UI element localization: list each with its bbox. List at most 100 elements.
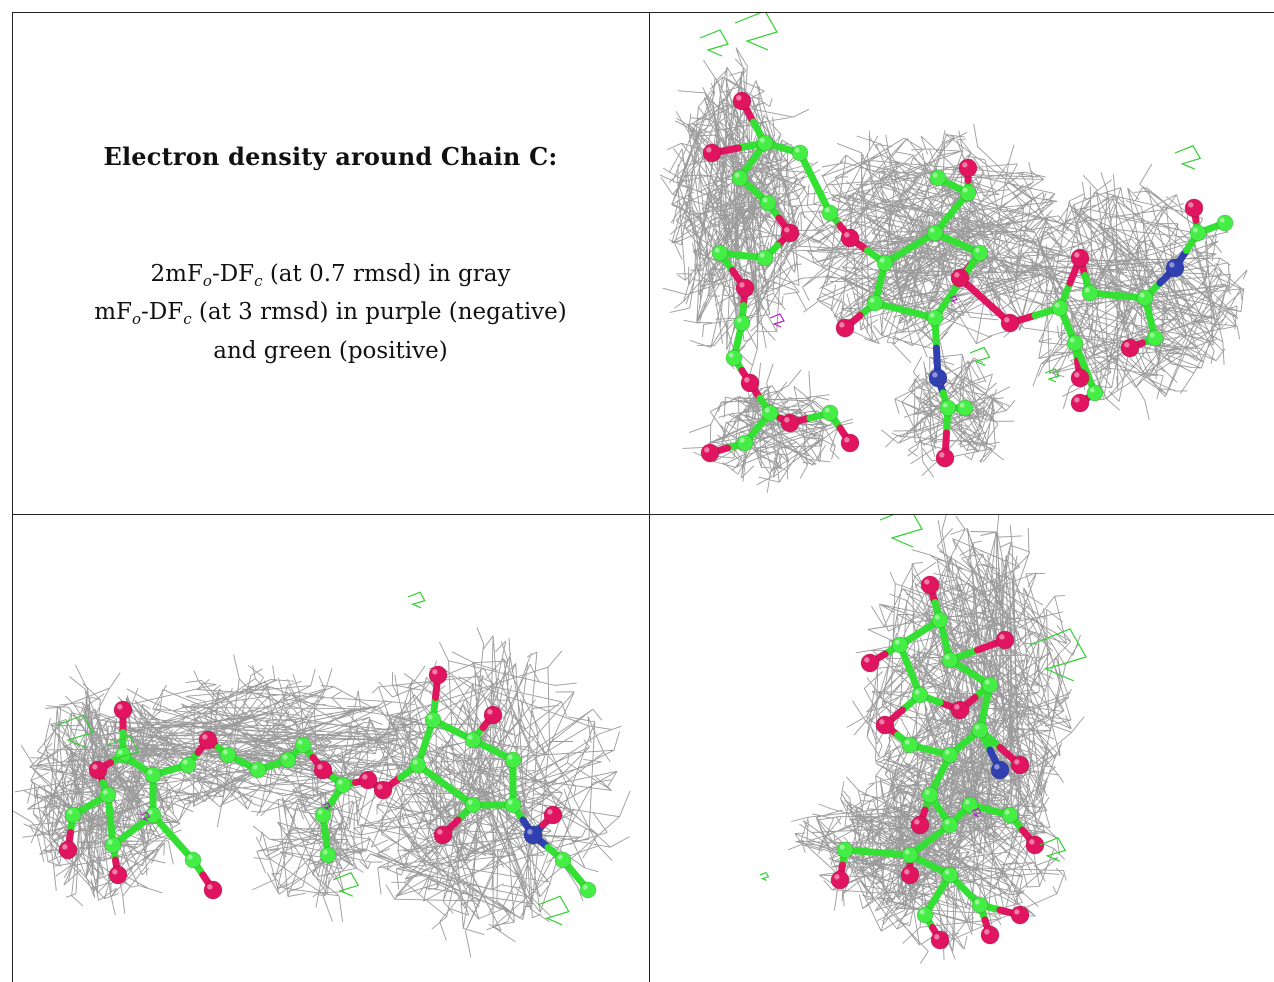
atom-highlight bbox=[92, 764, 98, 770]
carbon-atom bbox=[1146, 329, 1164, 347]
oxygen-atom bbox=[1070, 248, 1090, 268]
carbon-atom bbox=[971, 721, 989, 739]
carbon-atom bbox=[941, 651, 959, 669]
atom-highlight bbox=[794, 147, 800, 153]
carbon-atom bbox=[956, 399, 974, 417]
atom-highlight bbox=[999, 634, 1005, 640]
atom-highlight bbox=[904, 739, 910, 745]
atom-highlight bbox=[487, 709, 493, 715]
carbon-atom bbox=[279, 751, 297, 769]
atom-highlight bbox=[934, 614, 940, 620]
caption-title: Electron density around Chain C: bbox=[103, 142, 558, 171]
atom-highlight bbox=[1029, 839, 1035, 845]
oxygen-atom bbox=[958, 158, 978, 178]
atom-highlight bbox=[1089, 387, 1095, 393]
atom-highlight bbox=[582, 884, 588, 890]
atom-highlight bbox=[824, 407, 830, 413]
atom-highlight bbox=[527, 829, 533, 835]
carbon-atom bbox=[184, 851, 202, 869]
atom-highlight bbox=[759, 252, 765, 258]
oxygen-atom bbox=[950, 268, 970, 288]
carbon-atom bbox=[731, 169, 749, 187]
atom-highlight bbox=[739, 437, 745, 443]
atom-highlight bbox=[317, 809, 323, 815]
positive-density-peak bbox=[1039, 837, 1067, 862]
atom-highlight bbox=[919, 909, 925, 915]
atom-highlight bbox=[839, 322, 845, 328]
carbon-atom bbox=[981, 676, 999, 694]
atom-highlight bbox=[317, 764, 323, 770]
carbon-atom bbox=[725, 349, 743, 367]
carbon-atom bbox=[941, 866, 959, 884]
atom-highlight bbox=[1069, 337, 1075, 343]
atom-highlight bbox=[282, 754, 288, 760]
atom-highlight bbox=[704, 447, 710, 453]
atom-highlight bbox=[734, 172, 740, 178]
oxygen-atom bbox=[1120, 338, 1140, 358]
caption-line2-mid: -DF bbox=[141, 299, 184, 325]
atom-highlight bbox=[1188, 202, 1194, 208]
atom-highlight bbox=[1054, 302, 1060, 308]
carbon-atom bbox=[756, 249, 774, 267]
oxygen-atom bbox=[1000, 313, 1020, 333]
oxygen-atom bbox=[732, 91, 752, 111]
carbon-atom bbox=[144, 806, 162, 824]
atom-highlight bbox=[297, 739, 303, 745]
carbon-atom bbox=[761, 404, 779, 422]
atom-highlight bbox=[1149, 332, 1155, 338]
oxygen-atom bbox=[1025, 835, 1045, 855]
atom-highlight bbox=[1219, 217, 1225, 223]
carbon-atom bbox=[1066, 334, 1084, 352]
atom-highlight bbox=[964, 799, 970, 805]
carbon-atom bbox=[1081, 284, 1099, 302]
positive-density-peak bbox=[879, 515, 923, 548]
oxygen-atom bbox=[1010, 905, 1030, 925]
caption-line1-mid: -DF bbox=[211, 261, 255, 287]
atom-highlight bbox=[764, 407, 770, 413]
carbon-atom bbox=[219, 746, 237, 764]
atom-highlight bbox=[954, 704, 960, 710]
atom-highlight bbox=[932, 172, 938, 178]
atom-highlight bbox=[222, 749, 228, 755]
molecule-view-bottom-left bbox=[13, 515, 649, 982]
atom-highlight bbox=[962, 187, 968, 193]
atom-highlight bbox=[1169, 262, 1175, 268]
atom-highlight bbox=[62, 844, 68, 850]
atom-highlight bbox=[1014, 759, 1020, 765]
atom-highlight bbox=[1014, 909, 1020, 915]
positive-density-peak bbox=[969, 346, 991, 367]
carbon-atom bbox=[921, 786, 939, 804]
atom-highlight bbox=[929, 227, 935, 233]
oxygen-atom bbox=[702, 143, 722, 163]
carbon-atom bbox=[733, 314, 751, 332]
oxygen-atom bbox=[1184, 198, 1204, 218]
carbon-atom bbox=[961, 796, 979, 814]
atom-highlight bbox=[934, 934, 940, 940]
carbon-atom bbox=[866, 294, 884, 312]
atom-highlight bbox=[929, 312, 935, 318]
oxygen-atom bbox=[543, 805, 563, 825]
oxygen-atom bbox=[875, 715, 895, 735]
carbon-atom bbox=[971, 896, 989, 914]
atom-highlight bbox=[467, 799, 473, 805]
atom-highlight bbox=[112, 869, 118, 875]
atom-highlight bbox=[117, 749, 123, 755]
nitrogen-atom bbox=[928, 368, 948, 388]
atom-highlight bbox=[974, 899, 980, 905]
oxygen-atom bbox=[433, 825, 453, 845]
carbon-atom bbox=[971, 244, 989, 262]
caption-line2-post: (at 3 rmsd) in purple (negative) bbox=[191, 299, 567, 325]
atom-highlight bbox=[944, 819, 950, 825]
carbon-atom bbox=[939, 399, 957, 417]
atom-highlight bbox=[784, 227, 790, 233]
carbon-atom bbox=[99, 786, 117, 804]
carbon-atom bbox=[319, 846, 337, 864]
atom-highlight bbox=[187, 854, 193, 860]
caption-line-purple: mFo-DFc (at 3 rmsd) in purple (negative) bbox=[12, 299, 649, 328]
atom-highlight bbox=[322, 849, 328, 855]
oxygen-atom bbox=[995, 630, 1015, 650]
atom-highlight bbox=[879, 719, 885, 725]
caption-line1-sub1: o bbox=[202, 272, 212, 290]
oxygen-atom bbox=[920, 575, 940, 595]
atom-highlight bbox=[784, 417, 790, 423]
